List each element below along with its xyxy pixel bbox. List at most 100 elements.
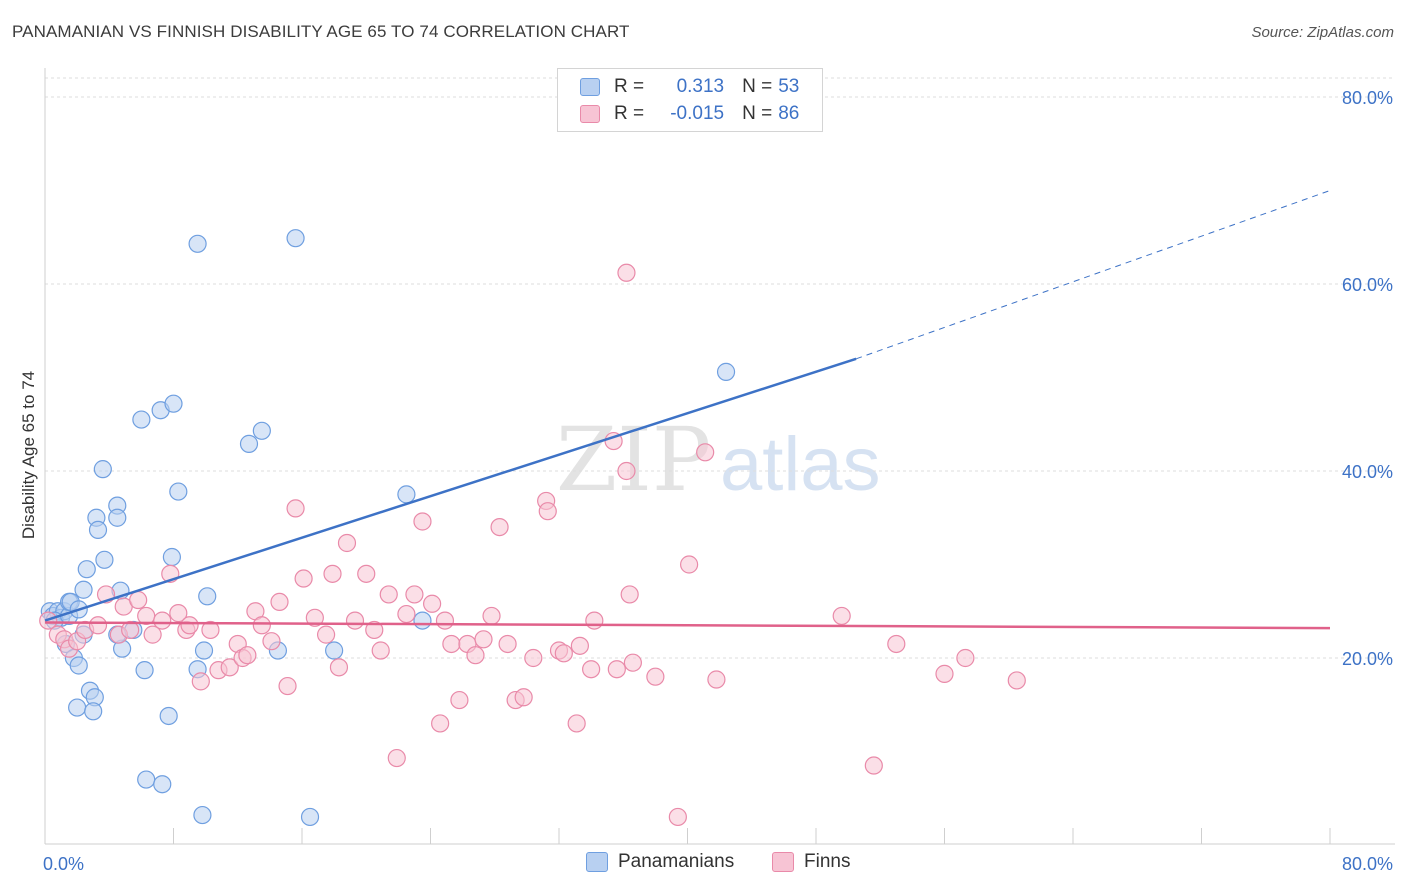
data-point <box>137 770 156 789</box>
data-point <box>88 520 108 540</box>
y-tick-label: 40.0% <box>1342 462 1393 482</box>
data-point <box>646 667 665 686</box>
data-point <box>423 594 442 613</box>
data-point <box>329 658 349 677</box>
chart-title: PANAMANIAN VS FINNISH DISABILITY AGE 65 … <box>12 22 630 41</box>
data-point <box>482 606 501 626</box>
data-point <box>220 658 239 677</box>
series-legend-panamanians: Panamanians <box>586 851 734 873</box>
data-point <box>153 775 172 794</box>
data-point <box>538 502 557 521</box>
data-point <box>337 533 357 553</box>
data-point <box>371 641 390 660</box>
series-finns <box>39 263 1026 827</box>
data-point <box>252 616 271 635</box>
data-point <box>191 672 210 691</box>
data-point <box>198 587 217 606</box>
watermark-atlas: atlas <box>720 422 881 507</box>
data-point <box>305 608 324 627</box>
legend-row-finns: R = -0.015 N = 86 <box>580 101 799 127</box>
data-point <box>498 634 517 654</box>
series-legend-finns: Finns <box>772 851 850 873</box>
series-panamanians <box>40 229 736 827</box>
data-point <box>164 394 183 413</box>
y-tick-label: 80.0% <box>1342 88 1393 108</box>
data-point <box>617 263 636 282</box>
data-point <box>180 616 199 635</box>
data-point <box>74 580 93 599</box>
series-swatch-panamanians <box>586 852 608 872</box>
data-point <box>84 702 103 721</box>
data-point <box>325 641 344 660</box>
watermark-zip: ZIP <box>556 408 711 511</box>
legend-swatch-finns <box>580 105 600 123</box>
data-point <box>680 555 699 574</box>
data-point <box>1007 671 1026 690</box>
data-point <box>707 670 726 689</box>
data-point <box>286 499 305 518</box>
legend-n-label: N = <box>742 76 773 97</box>
data-point <box>129 590 148 610</box>
y-tick-label: 60.0% <box>1342 275 1393 295</box>
data-point <box>397 485 416 504</box>
data-point <box>169 482 188 501</box>
data-point <box>194 641 214 660</box>
data-point <box>88 616 108 635</box>
data-point <box>286 229 305 248</box>
data-point <box>387 748 406 768</box>
data-point <box>617 461 636 481</box>
data-point <box>442 634 461 654</box>
data-point <box>270 592 289 612</box>
data-point <box>132 410 151 429</box>
data-point <box>77 560 96 579</box>
data-point <box>345 611 365 630</box>
data-point <box>405 585 424 604</box>
source-label: Source: ZipAtlas.com <box>1251 24 1394 41</box>
data-point <box>252 421 271 440</box>
data-point <box>607 660 626 679</box>
data-point <box>413 611 432 630</box>
data-point <box>162 547 181 567</box>
data-point <box>323 564 342 583</box>
data-point <box>239 434 259 453</box>
data-point <box>397 604 416 624</box>
legend-n-label: N = <box>742 103 773 124</box>
legend-row-panamanians: R = 0.313 N = 53 <box>580 74 799 100</box>
data-point <box>135 661 154 680</box>
trend-line-finns <box>44 621 1331 630</box>
series-label-finns: Finns <box>804 851 851 872</box>
data-point <box>262 632 281 651</box>
data-point <box>716 362 736 381</box>
data-point <box>68 698 87 717</box>
data-point <box>169 604 188 623</box>
data-point <box>379 585 398 604</box>
data-point <box>620 585 639 604</box>
data-point <box>365 620 384 640</box>
watermark: ZIP atlas <box>556 408 881 511</box>
legend-r-value: -0.015 <box>670 103 725 124</box>
data-point <box>567 714 586 733</box>
data-point <box>93 460 112 479</box>
data-point <box>188 234 207 253</box>
trend-line-extension <box>855 190 1331 360</box>
data-point <box>69 656 88 675</box>
series-label-panamanians: Panamanians <box>618 851 735 872</box>
data-point <box>514 688 533 707</box>
trend-lines <box>44 190 1331 630</box>
data-point <box>201 620 220 640</box>
data-point <box>413 512 432 531</box>
x-tick-label-min: 0.0% <box>43 854 84 874</box>
data-point <box>300 807 320 827</box>
data-point <box>935 664 954 683</box>
legend-swatch-panamanians <box>580 78 600 96</box>
correlation-legend: R = 0.313 N = 53 R = -0.015 N = 86 <box>557 68 823 132</box>
data-point <box>238 646 257 665</box>
data-point <box>623 653 642 672</box>
data-point <box>159 706 178 726</box>
data-point <box>193 805 212 825</box>
legend-r-label: R = <box>614 76 645 97</box>
data-point <box>554 644 573 663</box>
axes <box>44 68 1395 845</box>
data-point <box>435 611 455 630</box>
data-point <box>668 807 687 827</box>
